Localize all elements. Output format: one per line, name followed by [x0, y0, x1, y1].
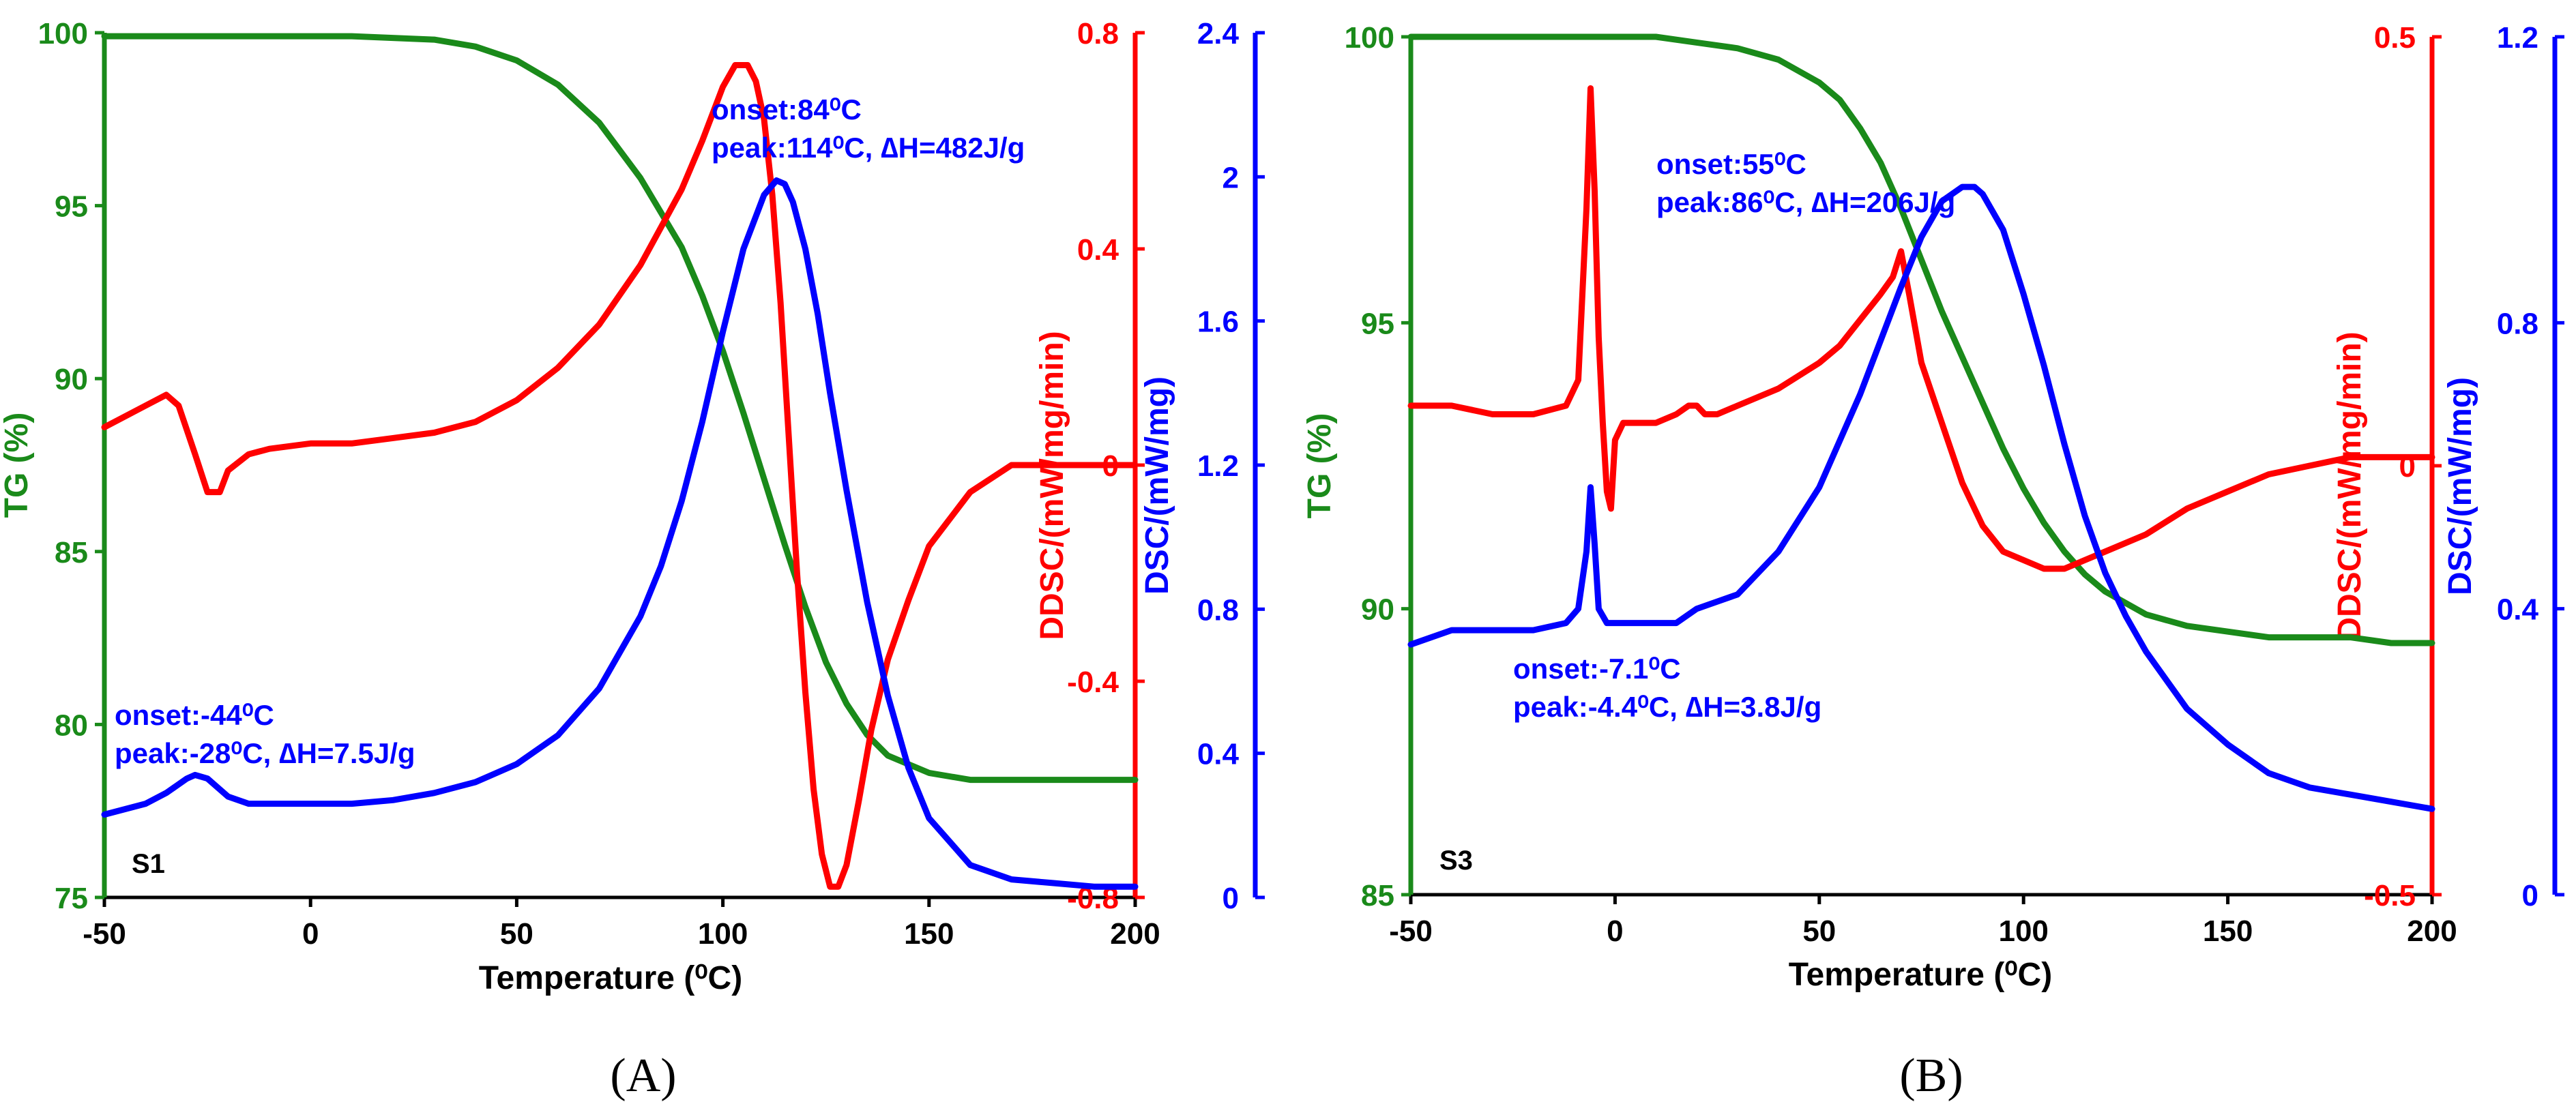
- sample-label: S1: [132, 849, 165, 879]
- y-tick-label: 0: [2522, 879, 2538, 912]
- y-axis-title-2: DSC/(mW/mg): [2442, 377, 2478, 595]
- y-tick-label: 1.2: [2497, 21, 2538, 55]
- series-line-dsc: [101, 177, 1139, 890]
- y-axis-title-1: DDSC/(mW/mg/min): [1034, 331, 1070, 640]
- y-tick-label: 100: [38, 17, 88, 50]
- x-tick-label: 50: [1802, 914, 1836, 948]
- y-tick-label: -0.4: [1067, 666, 1119, 699]
- y-tick-label: 90: [1361, 593, 1394, 627]
- y-tick-label: 75: [55, 882, 88, 915]
- x-tick-label: 200: [2407, 914, 2457, 948]
- y-tick-label: 100: [1345, 21, 1394, 55]
- series-line-ddsc: [101, 62, 1139, 890]
- x-tick-label: 150: [2203, 914, 2253, 948]
- x-axis-title: Temperature (⁰C): [479, 960, 742, 996]
- y-tick-label: 2.4: [1197, 17, 1240, 50]
- annotation-text: onset:55⁰C: [1656, 148, 1806, 180]
- annotation-text: onset:-44⁰C: [115, 699, 274, 731]
- y-tick-label: 80: [55, 709, 88, 742]
- series-line-tg: [1407, 33, 2435, 646]
- y-axis-title-0: TG (%): [1302, 413, 1338, 519]
- x-tick-label: -50: [1389, 914, 1433, 948]
- x-tick-label: 100: [1998, 914, 2048, 948]
- x-tick-label: -50: [83, 917, 126, 951]
- y-tick-label: 0.5: [2374, 21, 2416, 55]
- y-tick-label: 0.8: [1077, 17, 1119, 50]
- chart-panel-a: -50 0 50 100 150 200 Temperature (⁰C) 75 80 85 90 9…: [0, 17, 1265, 1102]
- chart-panel-b: -50 0 50 100 150 200 Temperature (⁰C) 85 90 95 100…: [1302, 21, 2564, 1102]
- y-tick-label: 0.4: [1077, 233, 1119, 267]
- sample-label: S3: [1439, 846, 1473, 876]
- annotation-text: onset:84⁰C: [712, 93, 862, 125]
- x-tick-label: 0: [302, 917, 319, 951]
- y-tick-label: 0.8: [2497, 307, 2538, 340]
- y-tick-label: -0.5: [2364, 879, 2416, 912]
- annotation-text: peak:114⁰C, ∆H=482J/g: [712, 132, 1025, 164]
- annotation-text: peak:86⁰C, ∆H=206J/g: [1656, 186, 1955, 218]
- y-tick-label: 1.2: [1197, 449, 1239, 483]
- x-tick-label: 150: [904, 917, 954, 951]
- annotation-text: onset:-7.1⁰C: [1513, 653, 1681, 685]
- y-axis-title-1: DDSC/(mW/mg/min): [2332, 331, 2368, 640]
- x-tick-label: 0: [1607, 914, 1623, 948]
- annotation-text: peak:-28⁰C, ∆H=7.5J/g: [115, 737, 415, 769]
- y-tick-label: 0.8: [1197, 593, 1239, 627]
- x-tick-label: 100: [698, 917, 748, 951]
- y-tick-label: 95: [1361, 307, 1394, 340]
- y-tick-label: 0.4: [1197, 738, 1240, 771]
- x-tick-label: 50: [500, 917, 533, 951]
- y-tick-label: 90: [55, 363, 88, 396]
- x-axis-title: Temperature (⁰C): [1789, 957, 2052, 993]
- y-tick-label: 0: [1223, 882, 1239, 915]
- y-tick-label: 85: [55, 536, 88, 569]
- y-tick-label: 2: [1223, 161, 1239, 194]
- y-tick-label: 95: [55, 190, 88, 224]
- y-tick-label: 85: [1361, 879, 1394, 912]
- y-axis-title-0: TG (%): [0, 413, 35, 518]
- annotation-text: peak:-4.4⁰C, ∆H=3.8J/g: [1513, 691, 1821, 723]
- y-tick-label: 1.6: [1197, 306, 1239, 339]
- x-tick-label: 200: [1110, 917, 1160, 951]
- series-line-dsc: [1407, 183, 2435, 812]
- series-line-ddsc: [1407, 85, 2435, 572]
- panel-label: (B): [1899, 1049, 1963, 1102]
- series-line-tg: [101, 33, 1139, 784]
- y-tick-label: 0.4: [2497, 593, 2539, 627]
- panel-label: (A): [610, 1049, 676, 1102]
- y-axis-title-2: DSC/(mW/mg): [1139, 376, 1175, 595]
